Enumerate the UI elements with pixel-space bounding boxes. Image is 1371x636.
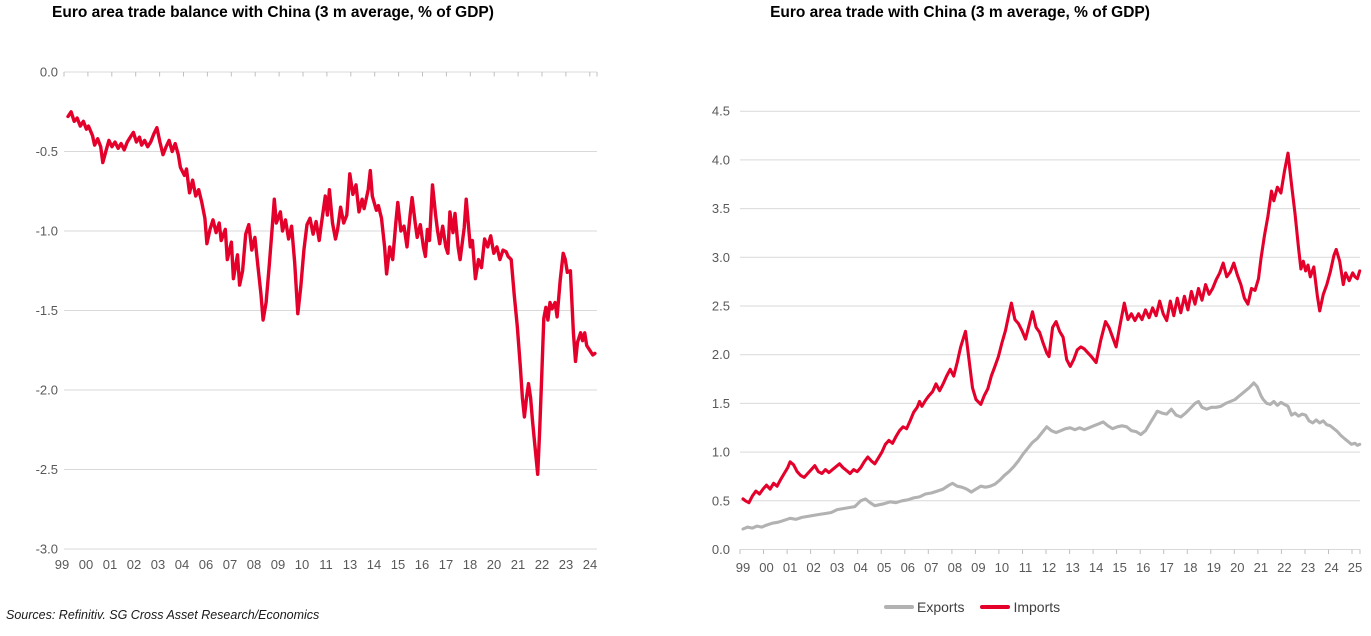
x-tick-label: 12	[1042, 560, 1056, 575]
y-tick-label: 0.5	[712, 493, 730, 508]
x-tick-label: 23	[559, 557, 573, 572]
x-tick-label: 00	[759, 560, 773, 575]
y-axis-labels: 4.5 4.0 3.5 3.0 2.5 2.0 1.5 1.0 0.5 0.0	[712, 104, 730, 557]
x-tick-label: 17	[1159, 560, 1173, 575]
x-tick-label: 06	[199, 557, 213, 572]
legend-item-exports: Exports	[884, 599, 964, 615]
x-tick-label: 13	[343, 557, 357, 572]
x-tick-label: 25	[1348, 560, 1362, 575]
x-tick-label: 07	[924, 560, 938, 575]
x-tick-label: 05	[877, 560, 891, 575]
x-tick-label: 16	[1136, 560, 1150, 575]
category-axis-ticks	[739, 549, 1361, 554]
x-tick-label: 18	[463, 557, 477, 572]
y-tick-label: 1.0	[712, 445, 730, 460]
y-tick-label: 1.5	[712, 396, 730, 411]
x-tick-label: 10	[995, 560, 1009, 575]
x-tick-label: 03	[151, 557, 165, 572]
y-tick-label: 3.5	[712, 201, 730, 216]
gridlines	[64, 71, 597, 550]
y-tick-label: 0.0	[40, 65, 58, 80]
x-tick-label: 04	[853, 560, 867, 575]
y-tick-label: -2.5	[36, 462, 58, 477]
legend-label-exports: Exports	[917, 599, 965, 615]
y-tick-label: -1.0	[36, 224, 58, 239]
x-tick-label: 24	[1324, 560, 1338, 575]
y-tick-label: -2.0	[36, 383, 58, 398]
x-tick-label: 24	[583, 557, 597, 572]
chart-legend: Exports Imports	[884, 597, 1060, 617]
y-tick-label: 0.0	[712, 542, 730, 557]
imports-line	[741, 151, 1362, 505]
y-tick-label: 2.5	[712, 299, 730, 314]
x-tick-label: 00	[79, 557, 93, 572]
x-axis-labels: 99 00 01 02 03 04 06 07 08 09 10 11 13 14 15 16 17 18 20 21…	[55, 557, 597, 572]
legend-label-imports: Imports	[1013, 599, 1061, 615]
x-tick-label: 99	[736, 560, 750, 575]
y-tick-label: 4.5	[712, 104, 730, 119]
y-tick-label: -1.5	[36, 303, 58, 318]
x-tick-label: 14	[1089, 560, 1103, 575]
x-tick-label: 02	[806, 560, 820, 575]
x-tick-label: 01	[103, 557, 117, 572]
x-tick-label: 15	[391, 557, 405, 572]
x-tick-label: 19	[1207, 560, 1221, 575]
trade-balance-plot: 0.0 -0.5 -1.0 -1.5 -2.0 -2.5 -3.099 00 01 02 03 04 0…	[36, 65, 598, 572]
x-tick-label: 08	[247, 557, 261, 572]
y-tick-label: 4.0	[712, 152, 730, 167]
y-tick-label: -0.5	[36, 144, 58, 159]
x-tick-label: 21	[1254, 560, 1268, 575]
x-tick-label: 99	[55, 557, 69, 572]
y-tick-label: 2.0	[712, 347, 730, 362]
x-tick-label: 15	[1112, 560, 1126, 575]
gridlines	[740, 110, 1360, 550]
x-tick-label: 16	[415, 557, 429, 572]
x-tick-label: 18	[1183, 560, 1197, 575]
trade-balance-chart-title: Euro area trade balance with China (3 m …	[52, 4, 494, 21]
x-tick-label: 22	[1277, 560, 1291, 575]
exports-line-swatch	[884, 605, 914, 609]
x-tick-label: 14	[367, 557, 381, 572]
x-tick-label: 03	[830, 560, 844, 575]
x-tick-label: 06	[901, 560, 915, 575]
x-tick-label: 11	[319, 557, 333, 572]
x-axis-labels: 99 00 01 02 03 04 05 06 07 08 09 10 11 12 13 14 15 16 17 18…	[736, 560, 1362, 575]
x-tick-label: 09	[271, 557, 285, 572]
x-tick-label: 17	[439, 557, 453, 572]
category-axis-ticks	[63, 72, 598, 77]
legend-item-imports: Imports	[980, 599, 1060, 615]
x-tick-label: 02	[127, 557, 141, 572]
exports-line	[741, 381, 1362, 531]
x-tick-label: 07	[223, 557, 237, 572]
trade-plot: 4.5 4.0 3.5 3.0 2.5 2.0 1.5 1.0 0.5 0.0 99 00 01 02 03…	[712, 104, 1362, 575]
trade-chart-title: Euro area trade with China (3 m average,…	[770, 4, 1150, 21]
x-tick-label: 04	[175, 557, 189, 572]
y-tick-label: -3.0	[36, 542, 58, 557]
x-tick-label: 22	[535, 557, 549, 572]
y-axis-labels: 0.0 -0.5 -1.0 -1.5 -2.0 -2.5 -3.0	[36, 65, 58, 557]
x-tick-label: 23	[1301, 560, 1315, 575]
x-tick-label: 13	[1065, 560, 1079, 575]
x-tick-label: 11	[1019, 560, 1033, 575]
trade-balance-line	[66, 110, 597, 476]
y-tick-label: 3.0	[712, 250, 730, 265]
x-tick-label: 10	[295, 557, 309, 572]
x-tick-label: 09	[971, 560, 985, 575]
source-note: Sources: Refinitiv. SG Cross Asset Resea…	[6, 608, 320, 622]
x-tick-label: 20	[487, 557, 501, 572]
x-tick-label: 21	[511, 557, 525, 572]
imports-line-swatch	[980, 605, 1011, 609]
x-tick-label: 01	[783, 560, 797, 575]
x-tick-label: 20	[1230, 560, 1244, 575]
x-tick-label: 08	[948, 560, 962, 575]
